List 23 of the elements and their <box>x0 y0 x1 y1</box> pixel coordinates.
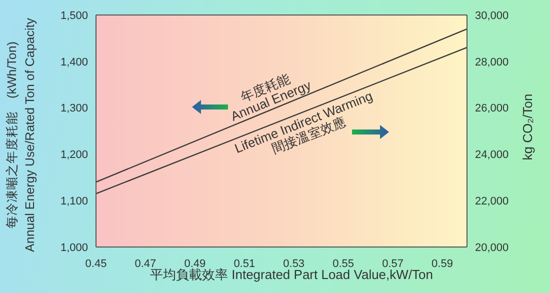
x-tick-label: 0.45 <box>85 258 107 270</box>
x-axis-title: 平均負載效率 Integrated Part Load Value,kW/Ton <box>150 267 433 282</box>
x-tick-label: 0.53 <box>283 258 305 270</box>
y2-tick-label: 30,000 <box>475 10 509 22</box>
x-tick-label: 0.57 <box>382 258 404 270</box>
y2-tick-label: 20,000 <box>475 242 509 254</box>
y-axis-title: 每冷凍噸之年度耗能 (kWh/Ton) Annual Energy Use/Rated Ton of Capacity <box>4 17 37 252</box>
y-tick-label: 1,500 <box>60 10 88 22</box>
y2-tick-label: 28,000 <box>475 56 509 68</box>
y-tick-label: 1,400 <box>60 56 88 68</box>
x-tick-label: 0.47 <box>134 258 156 270</box>
y-tick-label: 1,300 <box>60 102 88 115</box>
x-tick-label: 0.55 <box>332 258 354 270</box>
y2-axis-title: kg CO₂/Ton <box>520 94 535 160</box>
y2-tick-label: 26,000 <box>475 102 509 115</box>
y2-tick-label: 24,000 <box>475 149 509 162</box>
y-tick-label: 1,000 <box>60 242 88 254</box>
y-tick-label: 1,100 <box>60 196 88 208</box>
x-tick-label: 0.59 <box>432 258 453 270</box>
x-tick-label: 0.51 <box>234 258 256 270</box>
y2-tick-label: 22,000 <box>475 196 509 208</box>
y-tick-label: 1,200 <box>60 149 88 162</box>
x-tick-label: 0.49 <box>184 258 206 270</box>
